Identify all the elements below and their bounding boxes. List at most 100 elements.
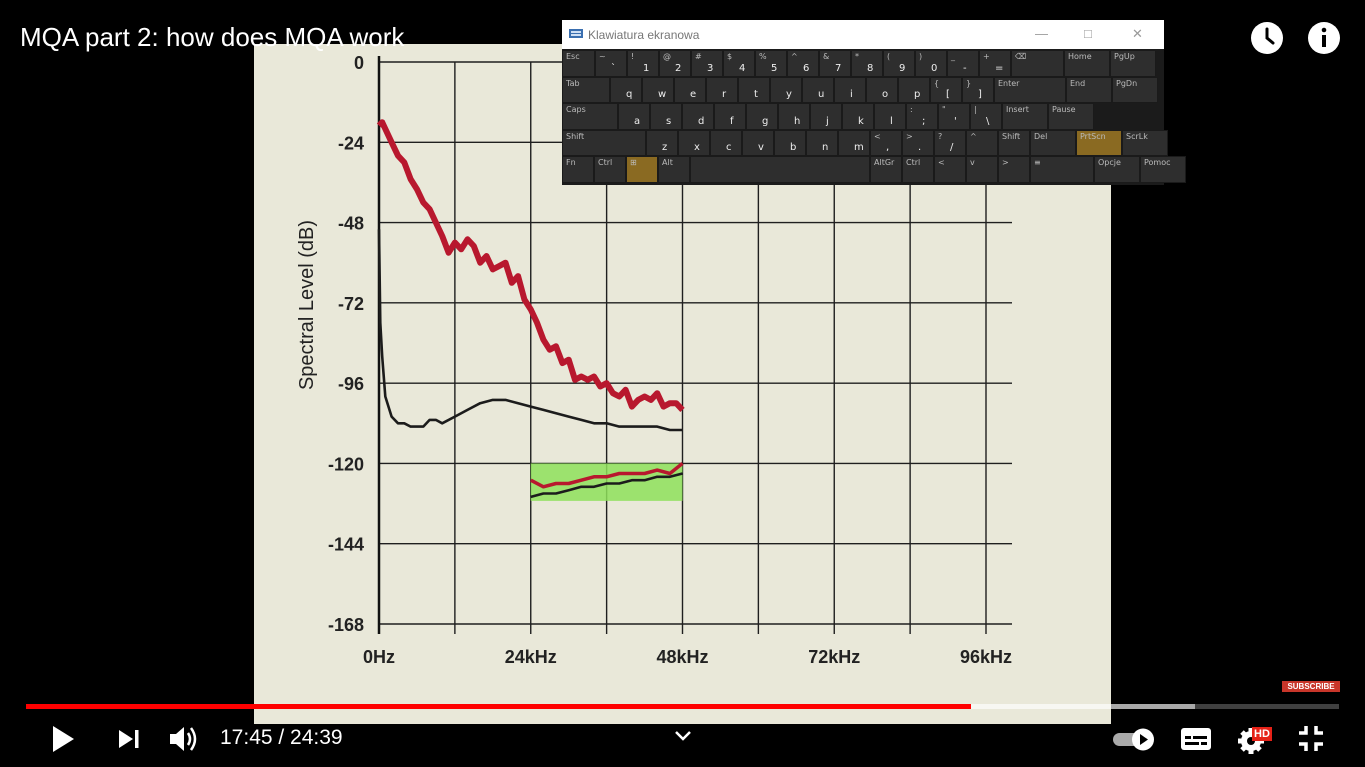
key-label: Shift <box>1002 131 1021 141</box>
key[interactable]: Ctrl <box>902 156 934 183</box>
key[interactable]: + = <box>979 50 1011 77</box>
keyboard-titlebar[interactable]: Klawiatura ekranowa — □ ✕ <box>562 20 1164 49</box>
key[interactable]: y <box>770 76 802 104</box>
key[interactable]: g <box>746 103 778 130</box>
volume-icon[interactable] <box>165 720 203 758</box>
key[interactable]: PrtScn <box>1076 129 1122 157</box>
play-icon[interactable] <box>44 720 82 758</box>
key[interactable]: Alt <box>658 156 690 183</box>
key[interactable]: b <box>774 129 806 157</box>
key[interactable]: @2 <box>659 50 691 77</box>
next-icon[interactable] <box>110 720 148 758</box>
key[interactable]: Ctrl <box>594 156 626 183</box>
key-label: ^ <box>970 131 977 141</box>
key[interactable]: % 5 <box>755 50 787 77</box>
key[interactable]: Insert <box>1002 103 1048 130</box>
key[interactable]: Esc <box>562 50 595 77</box>
key-char: ' <box>954 115 957 127</box>
on-screen-keyboard-window[interactable]: Klawiatura ekranowa — □ ✕ Esc ~ `! 1 @2 #3 $4%… <box>562 20 1186 185</box>
key[interactable]: x <box>678 129 710 157</box>
key[interactable]: i <box>834 76 866 104</box>
key[interactable]: * 8 <box>851 50 883 77</box>
key[interactable]: " ' <box>938 103 970 130</box>
key[interactable]: ~ ` <box>595 50 627 77</box>
key-char: m <box>854 142 864 154</box>
key[interactable]: Tab <box>562 76 610 104</box>
key[interactable]: PgUp <box>1110 50 1156 77</box>
key[interactable]: ⌫ <box>1011 50 1064 77</box>
key[interactable]: Shift <box>998 129 1030 157</box>
minimize-icon[interactable]: — <box>1035 26 1048 41</box>
key[interactable]: t <box>738 76 770 104</box>
key[interactable]: }] <box>962 76 994 104</box>
key[interactable]: ) 0 <box>915 50 947 77</box>
key[interactable]: p <box>898 76 930 104</box>
key[interactable]: Fn <box>562 156 594 183</box>
key[interactable]: $4 <box>723 50 755 77</box>
key[interactable]: _ - <box>947 50 979 77</box>
key[interactable]: >. <box>902 129 934 157</box>
key[interactable]: ≡ <box>1030 156 1094 183</box>
key[interactable]: v <box>966 156 998 183</box>
key[interactable]: h <box>778 103 810 130</box>
subtitles-icon[interactable] <box>1177 720 1215 758</box>
progress-bar[interactable] <box>26 704 1339 709</box>
key[interactable]: Home <box>1064 50 1110 77</box>
key[interactable]: Del <box>1030 129 1076 157</box>
key[interactable] <box>690 156 870 183</box>
key[interactable]: :; <box>906 103 938 130</box>
key[interactable]: e <box>674 76 706 104</box>
key[interactable]: > <box>998 156 1030 183</box>
maximize-icon[interactable]: □ <box>1084 26 1092 41</box>
key[interactable]: o <box>866 76 898 104</box>
key[interactable]: ? / <box>934 129 966 157</box>
key[interactable]: ^ <box>966 129 998 157</box>
x-tick-label: 24kHz <box>505 647 557 667</box>
key[interactable]: <, <box>870 129 902 157</box>
key[interactable]: Pomoc <box>1140 156 1186 183</box>
key[interactable]: d <box>682 103 714 130</box>
key[interactable]: j <box>810 103 842 130</box>
key[interactable]: r <box>706 76 738 104</box>
key[interactable]: Opcje <box>1094 156 1140 183</box>
key[interactable]: m <box>838 129 870 157</box>
key[interactable]: v <box>742 129 774 157</box>
key[interactable]: | \ <box>970 103 1002 130</box>
key[interactable]: q <box>610 76 642 104</box>
key[interactable]: f <box>714 103 746 130</box>
info-icon[interactable] <box>1306 20 1342 56</box>
autoplay-toggle-icon[interactable] <box>1110 720 1160 758</box>
key[interactable]: n <box>806 129 838 157</box>
key[interactable]: < <box>934 156 966 183</box>
key[interactable]: ! 1 <box>627 50 659 77</box>
key[interactable]: z <box>646 129 678 157</box>
key[interactable]: s <box>650 103 682 130</box>
key[interactable]: #3 <box>691 50 723 77</box>
key-label: ( <box>887 52 891 61</box>
key[interactable]: Pause <box>1048 103 1094 130</box>
close-icon[interactable]: ✕ <box>1132 26 1143 41</box>
chevron-down-icon[interactable] <box>664 718 702 756</box>
key[interactable]: ScrLk <box>1122 129 1168 157</box>
key-label: ^ <box>791 52 798 61</box>
key[interactable]: End <box>1066 76 1112 104</box>
key[interactable]: u <box>802 76 834 104</box>
key[interactable]: l <box>874 103 906 130</box>
exit-fullscreen-icon[interactable] <box>1292 720 1330 758</box>
key[interactable]: & 7 <box>819 50 851 77</box>
key[interactable]: Caps <box>562 103 618 130</box>
clock-icon[interactable] <box>1249 20 1285 56</box>
key[interactable]: Enter <box>994 76 1066 104</box>
key[interactable]: {[ <box>930 76 962 104</box>
subscribe-watermark[interactable]: SUBSCRIBE <box>1282 681 1340 692</box>
key[interactable]: (9 <box>883 50 915 77</box>
key[interactable]: PgDn <box>1112 76 1158 104</box>
key[interactable]: c <box>710 129 742 157</box>
key[interactable]: w <box>642 76 674 104</box>
key[interactable]: ^ 6 <box>787 50 819 77</box>
key[interactable]: ⊞ <box>626 156 658 183</box>
key[interactable]: a <box>618 103 650 130</box>
key[interactable]: AltGr <box>870 156 902 183</box>
key[interactable]: Shift <box>562 129 646 157</box>
key[interactable]: k <box>842 103 874 130</box>
